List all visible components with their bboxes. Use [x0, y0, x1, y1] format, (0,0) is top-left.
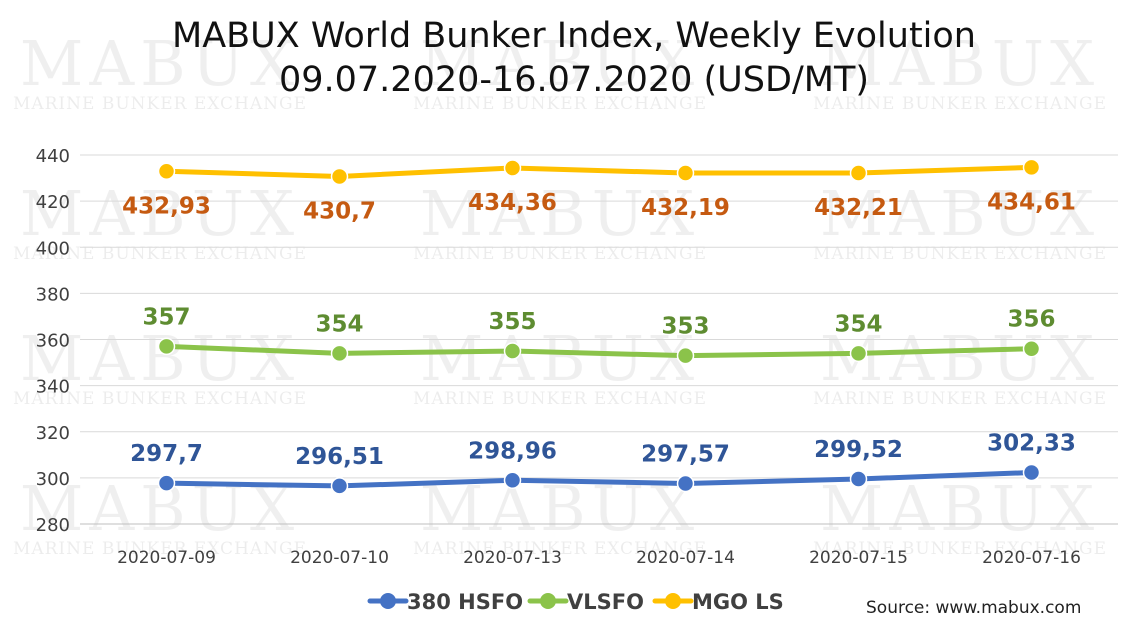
- watermark-tagline: MARINE BUNKER EXCHANGE: [813, 389, 1107, 409]
- x-tick-label: 2020-07-09: [117, 548, 216, 568]
- watermark-tagline: MARINE BUNKER EXCHANGE: [413, 389, 707, 409]
- data-label: 434,36: [468, 190, 557, 216]
- watermark-logo: MABUX: [820, 322, 1100, 395]
- data-label: 297,7: [130, 441, 203, 467]
- data-point: [157, 337, 176, 356]
- data-label: 354: [315, 311, 363, 337]
- data-label: 299,52: [814, 437, 903, 463]
- series-380-hsfo: 297,7 296,51 298,96 297,57 299,52 302,33: [130, 431, 1076, 495]
- chart-title-line2: 09.07.2020-16.07.2020 (USD/MT): [278, 60, 869, 100]
- data-point: [1022, 158, 1041, 177]
- watermark-tagline: MARINE BUNKER EXCHANGE: [813, 94, 1107, 114]
- watermark-tagline: MARINE BUNKER EXCHANGE: [13, 94, 307, 114]
- x-tick-label: 2020-07-10: [290, 548, 389, 568]
- data-label: 432,21: [814, 195, 903, 221]
- gridlines: [80, 154, 1118, 525]
- data-label: 430,7: [303, 198, 376, 224]
- watermark-tagline: MARINE BUNKER EXCHANGE: [413, 94, 707, 114]
- data-label: 302,33: [987, 431, 1076, 457]
- y-tick-label: 300: [36, 469, 70, 490]
- watermark-tagline: MARINE BUNKER EXCHANGE: [813, 244, 1107, 264]
- chart-title-line1: MABUX World Bunker Index, Weekly Evoluti…: [172, 16, 976, 56]
- watermark-tagline: MARINE BUNKER EXCHANGE: [13, 539, 307, 559]
- data-point: [676, 474, 695, 493]
- watermark-logo: MABUX: [20, 27, 300, 100]
- watermark-logo: MABUX: [20, 322, 300, 395]
- data-label: 357: [142, 304, 190, 330]
- y-tick-label: 280: [36, 515, 70, 536]
- legend: 380 HSFO VLSFO MGO LS: [367, 590, 784, 614]
- data-point: [849, 164, 868, 182]
- y-tick-label: 320: [36, 423, 70, 444]
- x-axis-ticks: 2020-07-09 2020-07-10 2020-07-13 2020-07-14…: [117, 548, 1081, 568]
- legend-swatch-marker: [665, 593, 681, 609]
- y-tick-label: 380: [36, 284, 70, 305]
- legend-label: VLSFO: [567, 590, 644, 614]
- watermark-tagline: MARINE BUNKER EXCHANGE: [813, 539, 1107, 559]
- series-line: [164, 343, 1034, 359]
- series-line: [164, 470, 1034, 489]
- data-label: 355: [488, 309, 536, 335]
- legend-swatch-marker: [380, 593, 396, 609]
- watermark-tagline: MARINE BUNKER EXCHANGE: [413, 539, 707, 559]
- watermark-logo: MABUX: [420, 177, 700, 250]
- data-point: [1022, 463, 1041, 482]
- data-label: 432,93: [122, 193, 211, 219]
- data-point: [1022, 339, 1041, 358]
- data-point: [157, 474, 176, 492]
- y-axis-ticks: 280 300 320 340 360 380 400 420 440: [36, 146, 70, 536]
- y-tick-label: 400: [36, 238, 70, 259]
- series-vlsfo: 357 354 355 353 354 356: [142, 304, 1056, 365]
- data-label: 353: [661, 314, 709, 340]
- data-label: 356: [1007, 307, 1055, 333]
- data-label: 432,19: [641, 195, 730, 221]
- series-mgo-ls: 432,93 430,7 434,36 432,19 432,21 434,61: [122, 158, 1076, 224]
- data-point: [676, 346, 695, 365]
- data-point: [157, 162, 176, 181]
- y-tick-label: 420: [36, 192, 70, 213]
- data-label: 298,96: [468, 438, 557, 464]
- data-point: [503, 342, 522, 360]
- x-tick-label: 2020-07-13: [463, 548, 562, 568]
- watermark-logo: MABUX: [820, 27, 1100, 100]
- data-point: [849, 470, 868, 488]
- watermark-logo: MABUX: [820, 177, 1100, 250]
- y-tick-label: 440: [36, 146, 70, 167]
- legend-label: 380 HSFO: [407, 590, 523, 614]
- watermark-logo: MABUX: [20, 177, 300, 250]
- legend-swatch-marker: [540, 593, 556, 609]
- data-label: 296,51: [295, 444, 384, 470]
- x-tick-label: 2020-07-15: [809, 548, 908, 568]
- legend-label: MGO LS: [692, 590, 784, 614]
- data-label: 354: [834, 311, 882, 337]
- series-line: [164, 164, 1034, 179]
- watermark-logo: MABUX: [420, 322, 700, 395]
- watermark-logo: MABUX: [420, 27, 700, 100]
- watermark-tagline: MARINE BUNKER EXCHANGE: [13, 389, 307, 409]
- watermark-logo: MABUX: [820, 472, 1100, 545]
- watermark-tagline: MARINE BUNKER EXCHANGE: [13, 244, 307, 264]
- source-note: Source: www.mabux.com: [866, 598, 1082, 618]
- y-tick-label: 340: [36, 377, 70, 398]
- data-point: [849, 344, 868, 363]
- data-point: [330, 167, 349, 186]
- data-label: 434,61: [987, 189, 1076, 215]
- data-point: [330, 477, 349, 495]
- data-point: [676, 164, 695, 182]
- data-label: 297,57: [641, 441, 730, 467]
- data-point: [330, 344, 349, 363]
- watermark-tagline: MARINE BUNKER EXCHANGE: [413, 244, 707, 264]
- y-tick-label: 360: [36, 331, 70, 352]
- x-tick-label: 2020-07-16: [982, 548, 1081, 568]
- data-point: [503, 159, 522, 177]
- x-tick-label: 2020-07-14: [636, 548, 735, 568]
- data-point: [503, 471, 522, 490]
